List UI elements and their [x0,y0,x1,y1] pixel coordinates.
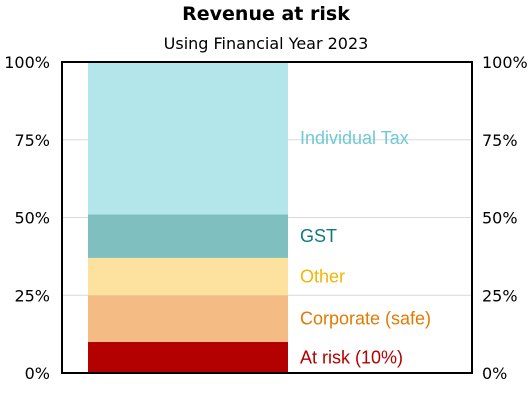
bar-segment-0 [88,341,288,373]
y-tick-label-left: 100% [4,53,50,72]
segment-labels: At risk (10%) Corporate (safe) Other GST Ind… [300,128,431,367]
chart-title: Revenue at risk [182,3,350,25]
segment-label-3: GST [300,226,337,246]
y-tick-label-right: 50% [482,209,518,228]
y-tick-label-left: 75% [14,131,50,150]
y-tick-label-right: 100% [482,53,528,72]
bar-segment-1 [88,295,288,342]
y-tick-label-right: 25% [482,286,518,305]
segment-label-4: Individual Tax [300,128,409,148]
bar-segment-2 [88,257,288,296]
segment-label-1: Corporate (safe) [300,309,431,329]
y-tick-label-right: 75% [482,131,518,150]
plot-frame [61,61,473,374]
y-tick-label-right: 0% [482,364,507,383]
bar-segment-3 [88,214,288,258]
y-tick-label-left: 25% [14,286,50,305]
y-axis-right: 0% 25% 50% 75% 100% [482,53,528,383]
y-axis-left: 0% 25% 50% 75% 100% [4,53,50,383]
bar-segment-4 [88,62,288,215]
segment-label-2: Other [300,267,345,287]
stacked-bar [88,62,288,373]
chart-subtitle: Using Financial Year 2023 [164,34,369,53]
y-tick-label-left: 0% [25,364,50,383]
y-tick-label-left: 50% [14,209,50,228]
segment-label-0: At risk (10%) [300,347,403,367]
